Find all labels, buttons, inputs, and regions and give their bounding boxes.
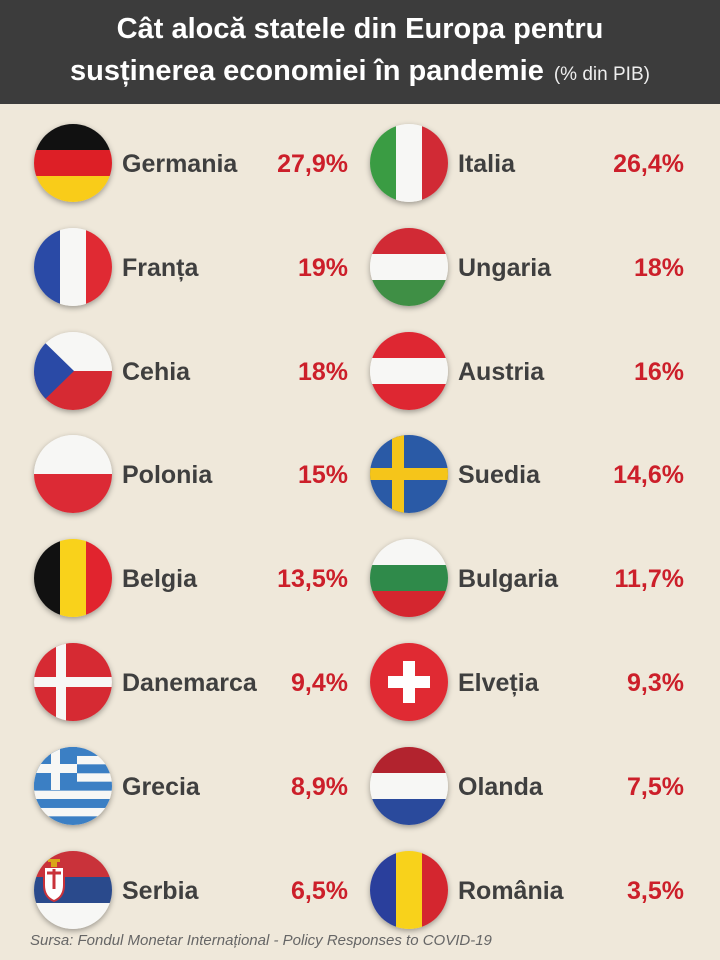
country-value: 9,4% bbox=[291, 669, 348, 697]
country-item: Suedia 14,6% bbox=[370, 423, 684, 527]
country-name: Danemarca bbox=[122, 669, 257, 697]
country-value: 18% bbox=[633, 253, 684, 282]
rs-flag bbox=[34, 850, 112, 929]
title-line-2: susținerea economiei în pandemie (% din P… bbox=[0, 52, 720, 94]
country-name: Austria bbox=[458, 357, 545, 386]
country-value: 15% bbox=[297, 461, 348, 490]
de-flag bbox=[34, 124, 112, 202]
country-value: 8,9% bbox=[291, 772, 348, 801]
country-name: Suedia bbox=[458, 461, 540, 490]
country-name: Serbia bbox=[122, 876, 199, 905]
country-name: Grecia bbox=[122, 772, 200, 801]
ch-flag bbox=[370, 643, 448, 721]
country-name: Ungaria bbox=[458, 253, 552, 282]
se-flag bbox=[370, 435, 448, 514]
ro-flag bbox=[370, 850, 448, 929]
country-name: Italia bbox=[458, 150, 515, 178]
country-item: Cehia 18% bbox=[34, 320, 348, 424]
country-value: 19% bbox=[297, 253, 348, 282]
country-item: Germania 27,9% bbox=[34, 112, 348, 216]
country-name: Polonia bbox=[122, 461, 213, 490]
cz-flag bbox=[34, 331, 112, 410]
country-item: Olanda 7,5% bbox=[370, 735, 684, 839]
country-value: 13,5% bbox=[277, 565, 348, 594]
fr-flag bbox=[34, 227, 112, 306]
country-item: Serbia 6,5% bbox=[34, 839, 348, 943]
country-name: Cehia bbox=[122, 357, 191, 386]
country-value: 14,6% bbox=[613, 461, 684, 490]
country-name: Elveția bbox=[458, 669, 539, 697]
country-item: Danemarca 9,4% bbox=[34, 631, 348, 735]
country-item: Italia 26,4% bbox=[370, 112, 684, 216]
country-value: 26,4% bbox=[613, 150, 684, 178]
country-value: 18% bbox=[297, 357, 348, 386]
hu-flag bbox=[370, 227, 448, 306]
country-value: 11,7% bbox=[614, 565, 684, 594]
country-item: Polonia 15% bbox=[34, 423, 348, 527]
country-name: Franța bbox=[122, 253, 199, 282]
country-item: Bulgaria 11,7% bbox=[370, 527, 684, 631]
country-value: 27,9% bbox=[277, 150, 348, 178]
country-value: 3,5% bbox=[627, 876, 684, 905]
title-line-1: Cât alocă statele din Europa pentru bbox=[116, 13, 604, 45]
country-item: Elveția 9,3% bbox=[370, 631, 684, 735]
at-flag bbox=[370, 331, 448, 410]
bg-flag bbox=[370, 539, 448, 618]
country-item: Ungaria 18% bbox=[370, 216, 684, 320]
country-value: 9,3% bbox=[627, 669, 684, 697]
country-item: Belgia 13,5% bbox=[34, 527, 348, 631]
country-value: 6,5% bbox=[291, 876, 348, 905]
country-grid: Germania 27,9% Italia 26,4% Franța 19% Ungaria… bbox=[0, 112, 720, 942]
country-name: Olanda bbox=[458, 772, 543, 801]
country-name: România bbox=[458, 876, 564, 905]
country-item: Austria 16% bbox=[370, 320, 684, 424]
title-line-2-text: susținerea economiei în pandemie bbox=[70, 55, 544, 87]
dk-flag bbox=[34, 643, 112, 721]
country-value: 16% bbox=[633, 357, 684, 386]
be-flag bbox=[34, 539, 112, 618]
it-flag bbox=[370, 124, 448, 202]
country-item: Grecia 8,9% bbox=[34, 735, 348, 839]
pl-flag bbox=[34, 435, 112, 514]
header: Cât alocă statele din Europa pentru susț… bbox=[0, 0, 720, 104]
subtitle: (% din PIB) bbox=[553, 64, 650, 85]
nl-flag bbox=[370, 746, 448, 825]
gr-flag bbox=[34, 746, 112, 825]
country-name: Bulgaria bbox=[458, 565, 559, 594]
country-name: Germania bbox=[122, 150, 238, 178]
country-value: 7,5% bbox=[627, 772, 684, 801]
country-name: Belgia bbox=[122, 565, 198, 594]
country-item: Franța 19% bbox=[34, 216, 348, 320]
source-note: Sursa: Fondul Monetar Internațional - Po… bbox=[30, 932, 492, 949]
country-item: România 3,5% bbox=[370, 839, 684, 943]
